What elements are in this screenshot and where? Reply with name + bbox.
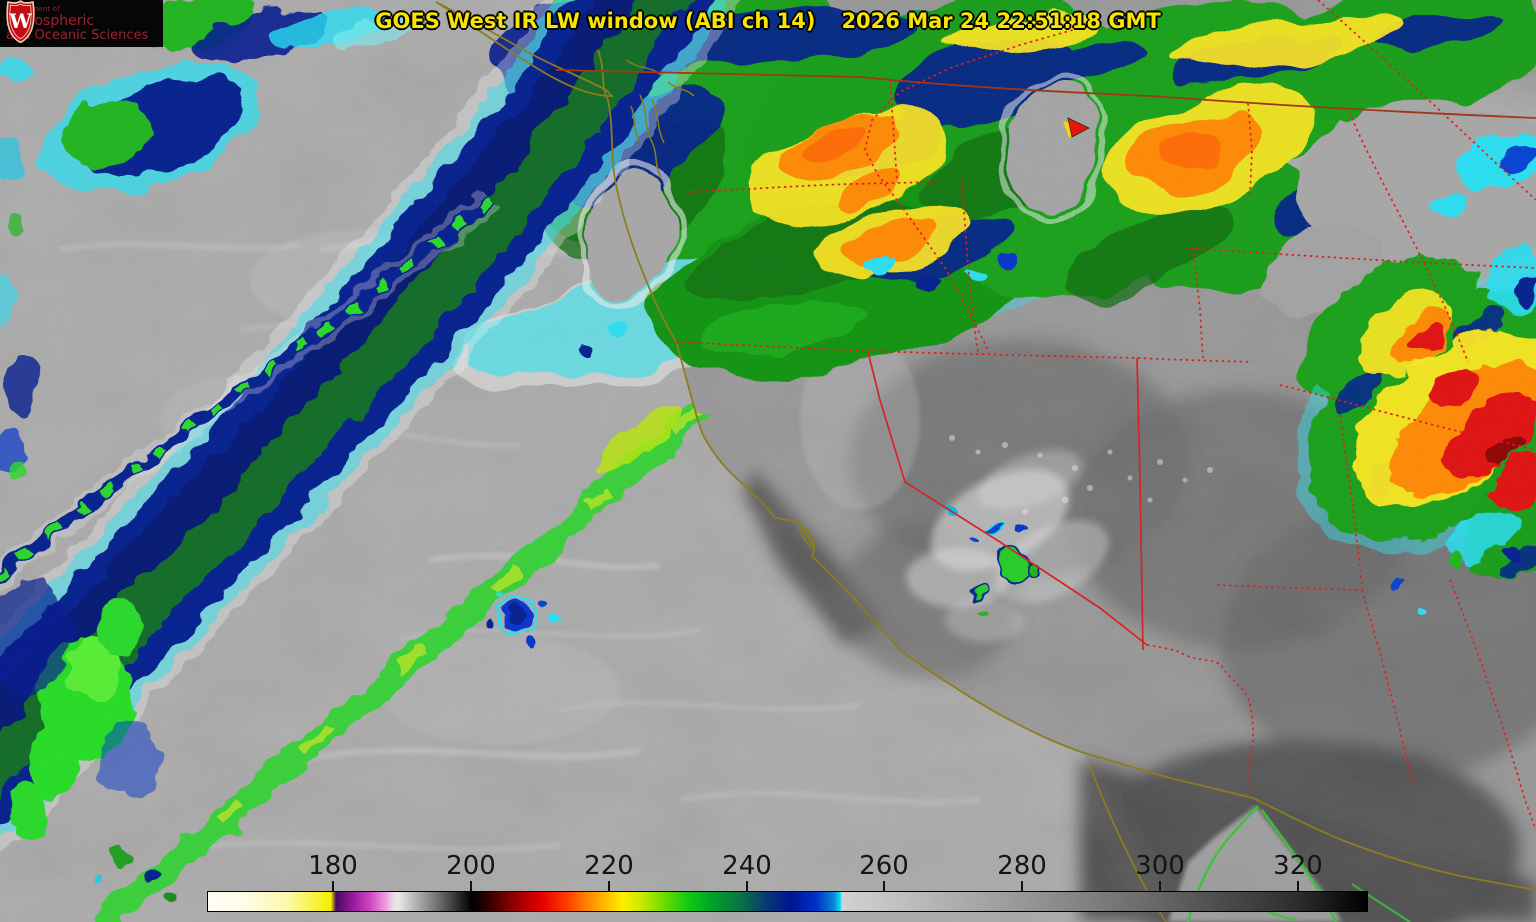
- tick-label: 300: [1135, 851, 1185, 881]
- tick-mark: [608, 881, 610, 891]
- tick-mark: [746, 881, 748, 891]
- tick-mark: [883, 881, 885, 891]
- tick-mark: [1021, 881, 1023, 891]
- product-title: GOES West IR LW window (ABI ch 14): [375, 9, 816, 33]
- tick-mark: [1159, 881, 1161, 891]
- tick-mark: [470, 881, 472, 891]
- uw-logo-badge: W Department of Atmospheric and Oceanic …: [0, 0, 163, 47]
- tick-label: 200: [446, 851, 496, 881]
- tick-label: 280: [997, 851, 1047, 881]
- logo-dept-line2: and Oceanic Sciences: [6, 27, 149, 43]
- uw-crest-icon: W: [6, 0, 35, 43]
- tick-label: 220: [584, 851, 634, 881]
- tick-label: 260: [859, 851, 909, 881]
- image-title: GOES West IR LW window (ABI ch 14) 2026 M…: [375, 9, 1160, 33]
- timestamp: 2026 Mar 24 22:51:18 GMT: [841, 9, 1161, 33]
- tick-label: 320: [1273, 851, 1323, 881]
- tick-label: 240: [722, 851, 772, 881]
- tick-mark: [332, 881, 334, 891]
- crest-letter: W: [8, 9, 32, 33]
- tick-mark: [1297, 881, 1299, 891]
- tick-label: 180: [308, 851, 358, 881]
- temperature-colorbar: [207, 891, 1368, 912]
